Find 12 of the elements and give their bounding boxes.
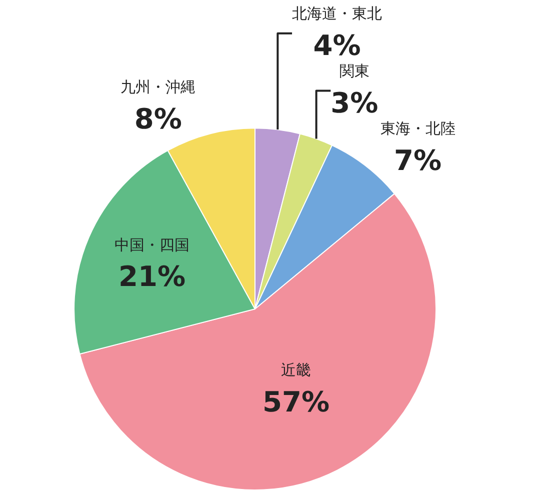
data-label: 3% <box>330 86 378 120</box>
data-label: 57% <box>262 385 330 418</box>
data-label: 8% <box>134 102 182 136</box>
data-label: 21% <box>118 260 186 294</box>
slice-label: 中国・四国 <box>114 236 190 254</box>
data-label: 7% <box>394 144 442 177</box>
slice-label: 九州・沖縄 <box>120 78 196 96</box>
slice-label: 近畿 <box>281 360 312 379</box>
slice-label: 北海道・東北 <box>292 4 382 23</box>
slice-label: 東海・北陸 <box>380 119 456 138</box>
data-label: 4% <box>313 29 361 62</box>
slice-label: 関東 <box>339 62 370 80</box>
